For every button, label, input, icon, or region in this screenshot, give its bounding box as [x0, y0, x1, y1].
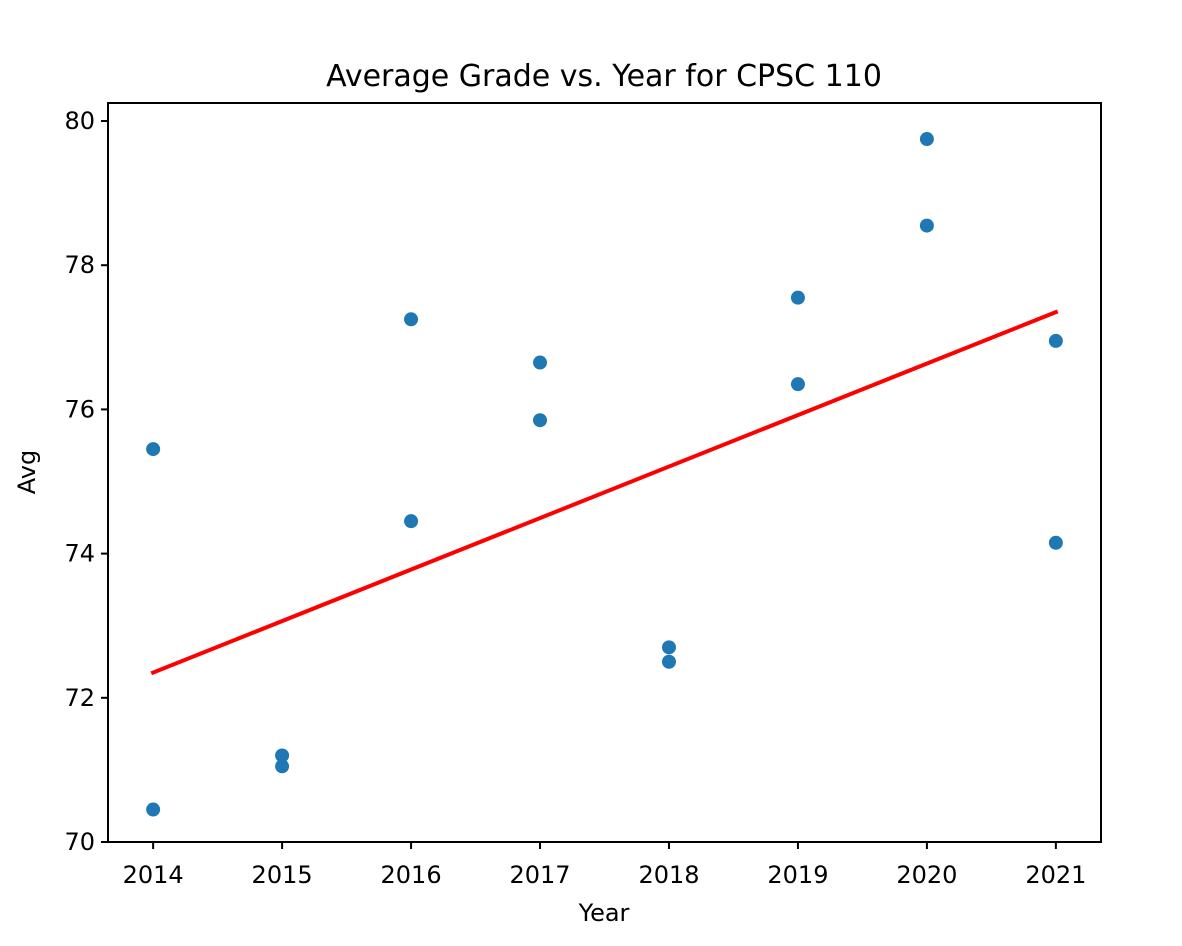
- y-axis: 70 72 74 76 78 80: [64, 107, 108, 856]
- scatter-point: [533, 355, 548, 370]
- scatter-point: [533, 413, 548, 428]
- y-tick-label: 78: [64, 251, 95, 279]
- y-tick-label: 72: [64, 684, 95, 712]
- scatter-point: [275, 748, 290, 763]
- trend-line: [150, 309, 1059, 676]
- scatter-point: [146, 802, 161, 817]
- scatter-point: [1048, 535, 1063, 550]
- scatter-point: [404, 514, 419, 529]
- scatter-point: [146, 442, 161, 457]
- x-axis: 2014 2015 2016 2017 2018 2019 2020 2021: [123, 842, 1086, 889]
- y-axis-label: Avg: [13, 450, 41, 494]
- x-tick-label: 2017: [509, 861, 570, 889]
- x-tick-label: 2015: [252, 861, 313, 889]
- x-tick-label: 2020: [896, 861, 957, 889]
- x-tick-label: 2016: [381, 861, 442, 889]
- y-tick-label: 76: [64, 395, 95, 423]
- plot-frame: [107, 102, 1102, 843]
- y-tick-label: 74: [64, 540, 95, 568]
- scatter-point: [790, 377, 805, 392]
- scatter-point: [404, 312, 419, 327]
- scatter-point: [1048, 333, 1063, 348]
- scatter-point: [919, 218, 934, 233]
- scatter-point: [275, 759, 290, 774]
- chart-title: Average Grade vs. Year for CPSC 110: [326, 59, 882, 94]
- x-tick-label: 2014: [123, 861, 184, 889]
- y-tick-label: 80: [64, 107, 95, 135]
- x-axis-label: Year: [578, 899, 630, 927]
- x-tick-label: 2019: [767, 861, 828, 889]
- scatter-point: [919, 132, 934, 147]
- scatter-point: [661, 640, 676, 655]
- x-tick-label: 2018: [638, 861, 699, 889]
- scatter-point: [790, 290, 805, 305]
- y-tick-label: 70: [64, 828, 95, 856]
- data-marks: [146, 132, 1063, 817]
- scatter-point: [661, 654, 676, 669]
- x-tick-label: 2021: [1025, 861, 1086, 889]
